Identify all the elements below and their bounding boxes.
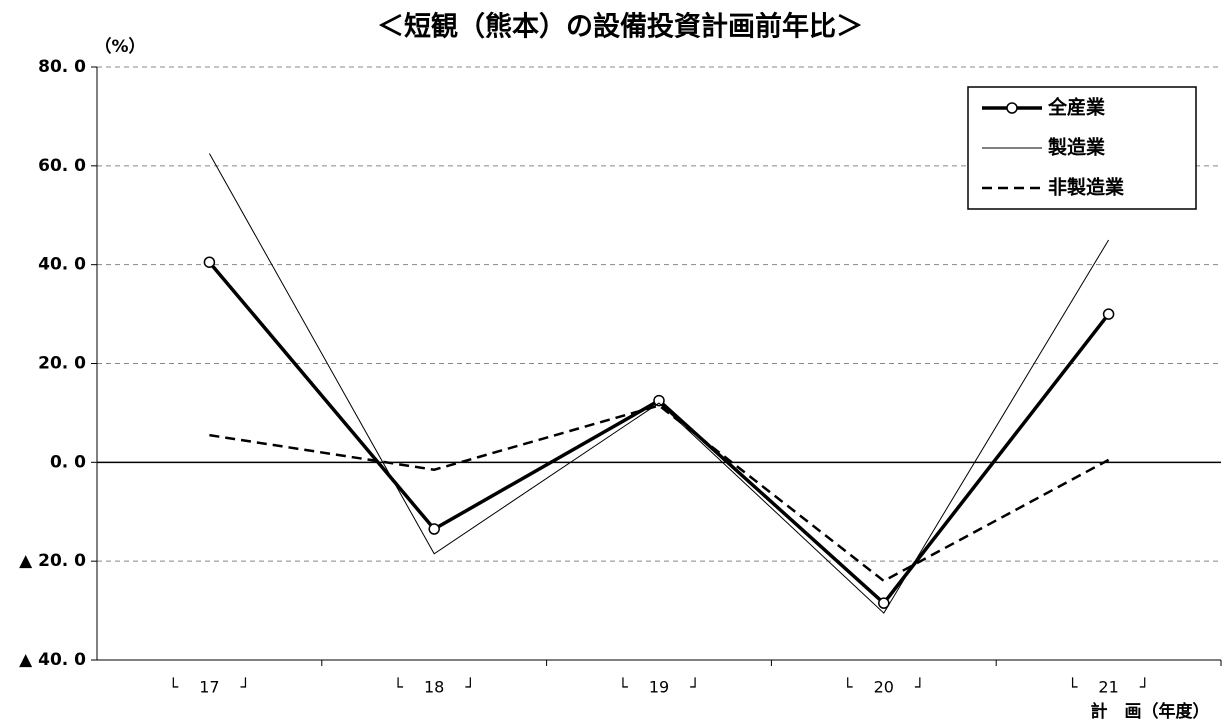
point-marker (653, 394, 665, 407)
x-tick-label: └ 19 ┘ (618, 677, 700, 697)
series-line (208, 153, 1110, 614)
y-tick-label: 0. 0 (50, 452, 86, 472)
y-tick-label: 80. 0 (38, 57, 86, 77)
point-marker (203, 256, 216, 268)
x-tick-label: └ 20 ┘ (843, 677, 925, 697)
series-line (208, 261, 1110, 606)
y-tick-label: 20. 0 (38, 354, 86, 374)
series-line (209, 404, 1110, 583)
point-marker (878, 597, 890, 609)
x-tick-label: └ 21 ┘ (1068, 677, 1150, 697)
legend-label: 製造業 (1047, 136, 1106, 159)
legend-label: 全産業 (1047, 96, 1106, 119)
y-axis-label: （%） (94, 36, 145, 57)
x-tick-label: └ 17 ┘ (168, 677, 250, 697)
point-marker (1102, 308, 1115, 320)
y-tick-label: 40. 0 (38, 255, 86, 275)
x-tick-label: └ 18 ┘ (393, 677, 475, 697)
y-tick-label: ▲ 40. 0 (19, 650, 86, 670)
legend-marker (1006, 102, 1018, 114)
chart-title: ＜短観（熊本）の設備投資計画前年比＞ (377, 11, 863, 43)
point-marker (428, 523, 440, 535)
y-tick-label: 60. 0 (38, 156, 86, 176)
x-axis-label: 計 画（年度） (1091, 701, 1210, 722)
y-tick-label: ▲ 20. 0 (19, 551, 86, 571)
legend-label: 非製造業 (1048, 176, 1125, 199)
